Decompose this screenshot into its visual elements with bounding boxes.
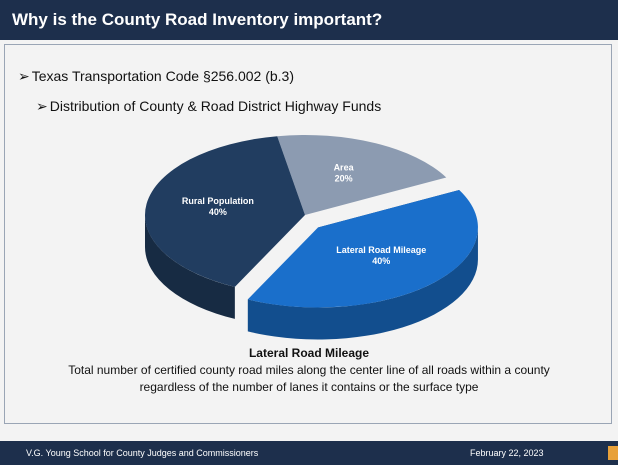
slice-value: 20% [335, 173, 353, 183]
caption-line: regardless of the number of lanes it con… [139, 380, 479, 394]
slice [145, 136, 305, 287]
caption-title: Lateral Road Mileage [248, 346, 370, 360]
footer-date: February 22, 2023 [470, 448, 544, 458]
caption: Lateral Road Mileage Total number of cer… [0, 345, 618, 396]
footer: V.G. Young School for County Judges and … [0, 441, 618, 465]
slice [277, 135, 447, 215]
slice-value: 40% [209, 207, 227, 217]
bullet: Texas Transportation Code §256.002 (b.3) [18, 68, 294, 85]
slice-label: Lateral Road Mileage [336, 245, 426, 255]
slice-value: 40% [372, 256, 390, 266]
content-frame [4, 44, 612, 424]
bullet: Distribution of County & Road District H… [36, 98, 381, 115]
page-tab [608, 446, 618, 460]
slide-title: Why is the County Road Inventory importa… [0, 0, 618, 40]
slice-label: Area [334, 162, 355, 172]
slice [247, 189, 478, 308]
footer-left: V.G. Young School for County Judges and … [26, 448, 259, 458]
slice-label: Rural Population [182, 196, 254, 206]
slice-side [145, 215, 235, 319]
caption-line: Total number of certified county road mi… [68, 363, 550, 377]
slice-side [247, 227, 478, 340]
